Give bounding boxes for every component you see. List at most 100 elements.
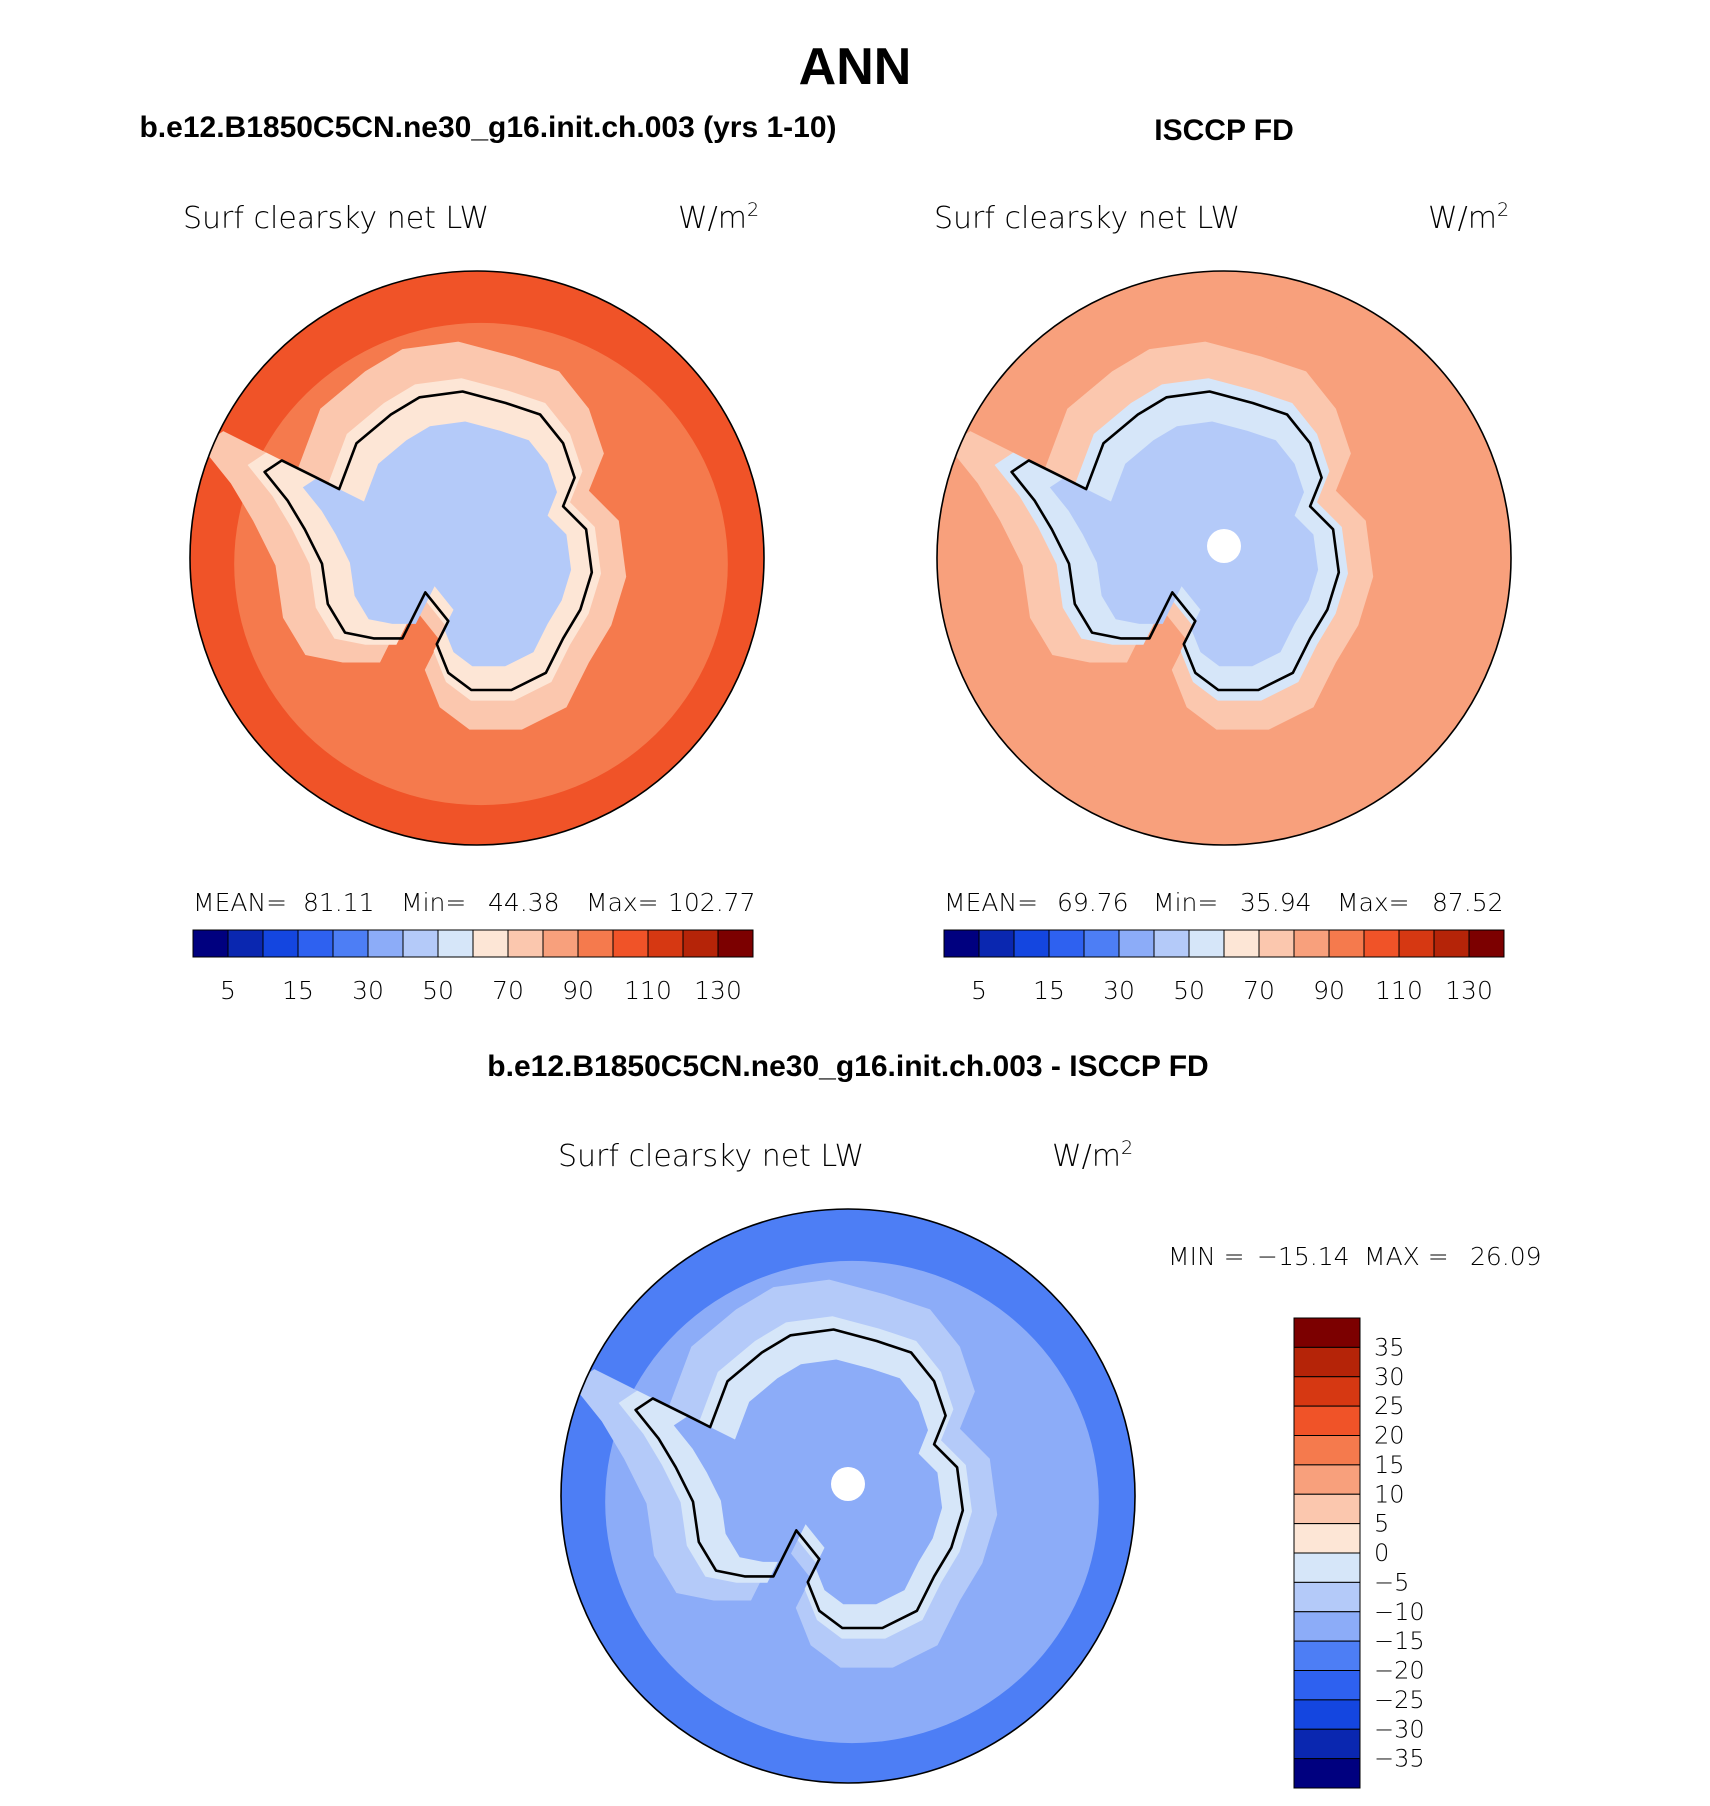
colorbar-swatch: [1083, 929, 1120, 958]
stats-min-value: 44.38: [488, 888, 560, 917]
colorbar-tick-label: −30: [1374, 1715, 1425, 1743]
colorbar-swatch: [227, 929, 264, 958]
colorbar-swatch: [1293, 1376, 1361, 1407]
colorbar-tick-label: 110: [1375, 976, 1423, 1005]
colorbar-tick-label: 90: [562, 976, 594, 1005]
colorbar-swatch: [612, 929, 649, 958]
colorbar-swatch: [1048, 929, 1085, 958]
stats-min-label: MIN =: [1168, 1242, 1245, 1271]
map-border: [189, 270, 765, 846]
stats-max-value: 102.77: [668, 888, 755, 917]
colorbar-tick-label: 30: [1374, 1363, 1405, 1391]
panel-title-model: b.e12.B1850C5CN.ne30_g16.init.ch.003 (yr…: [139, 111, 836, 144]
colorbar-swatch: [1293, 929, 1330, 958]
stats-max-label: Max=: [1337, 888, 1410, 917]
colorbar-swatch: [1293, 1493, 1361, 1525]
colorbar-swatch: [1293, 1758, 1361, 1789]
colorbar-tick-label: 50: [1173, 976, 1205, 1005]
colorbar-tick-label: 130: [694, 976, 742, 1005]
colorbar-swatch: [647, 929, 684, 958]
units-label-model: W/m2: [678, 199, 759, 236]
stats-model: MEAN= 81.11 Min= 44.38 Max= 102.77: [193, 888, 755, 917]
colorbar-tick-label: 5: [971, 976, 987, 1005]
colorbar-tick-label: 15: [1033, 976, 1065, 1005]
colorbar-tick-label: 5: [220, 976, 236, 1005]
units-label-obs: W/m2: [1428, 199, 1509, 236]
colorbar-tick-label: 15: [282, 976, 314, 1005]
colorbar-swatch: [577, 929, 614, 958]
stats-mean-label: MEAN=: [193, 888, 287, 917]
colorbar-swatch: [1293, 1435, 1361, 1466]
colorbar-tick-label: 130: [1445, 976, 1493, 1005]
colorbar-tick-label: 35: [1374, 1333, 1405, 1361]
coastline: [634, 1328, 965, 1630]
pole-mask: [1207, 529, 1241, 563]
main-title: ANN: [799, 38, 912, 96]
stats-max-value: 26.09: [1470, 1242, 1542, 1271]
colorbar-obs: 5 15 30 50 70 90 110 130: [943, 929, 1505, 1005]
panel-title-obs: ISCCP FD: [1154, 114, 1293, 147]
colorbar-swatch: [437, 929, 474, 958]
stats-mean-value: 81.11: [303, 888, 375, 917]
colorbar-tick-label: 70: [1243, 976, 1275, 1005]
colorbar-swatch: [1293, 1611, 1361, 1642]
colorbar-swatch: [507, 929, 544, 958]
colorbar-swatch: [1293, 1699, 1361, 1730]
colorbar-swatch: [1293, 1346, 1361, 1378]
coastline: [263, 390, 594, 692]
colorbar-swatch: [1293, 1523, 1361, 1554]
pole-mask: [831, 1467, 865, 1501]
coastline: [1010, 390, 1341, 692]
variable-label-obs: Surf clearsky net LW: [934, 201, 1240, 236]
colorbar-swatch: [682, 929, 719, 958]
colorbar-swatch: [262, 929, 299, 958]
colorbar-swatch: [1293, 1670, 1361, 1701]
colorbar-swatch: [1293, 1581, 1361, 1613]
colorbar-swatch: [1118, 929, 1155, 958]
polar-map-model: [189, 270, 765, 846]
colorbar-swatch: [332, 929, 369, 958]
colorbar-swatch: [1468, 929, 1505, 958]
colorbar-tick-label: −10: [1374, 1598, 1425, 1626]
colorbar-swatch: [297, 929, 334, 958]
colorbar-swatch: [1363, 929, 1400, 958]
colorbar-tick-label: 110: [624, 976, 672, 1005]
map-border: [560, 1208, 1136, 1784]
colorbar-tick-label: 5: [1374, 1510, 1389, 1538]
colorbar-tick-label: 30: [1103, 976, 1135, 1005]
field-interior: [673, 1359, 943, 1605]
colorbar-swatch: [1293, 1728, 1361, 1760]
colorbar-swatch: [717, 929, 754, 958]
colorbar-swatch: [1293, 1464, 1361, 1495]
stats-min-value: 35.94: [1240, 888, 1312, 917]
stats-max-label: MAX =: [1364, 1242, 1449, 1271]
map-border: [936, 270, 1512, 846]
colorbar-swatch: [1258, 929, 1295, 958]
polar-map-obs: [936, 270, 1512, 846]
field-interior: [302, 421, 572, 667]
stats-diff: MIN = −15.14 MAX = 26.09: [1168, 1242, 1542, 1271]
variable-label-model: Surf clearsky net LW: [183, 201, 489, 236]
stats-min-value: −15.14: [1257, 1242, 1350, 1271]
stats-mean-label: MEAN=: [944, 888, 1038, 917]
colorbar-swatch: [192, 929, 229, 958]
panel-title-diff: b.e12.B1850C5CN.ne30_g16.init.ch.003 - I…: [487, 1050, 1208, 1083]
colorbar-tick-label: 10: [1374, 1480, 1405, 1508]
colorbar-tick-label: −25: [1374, 1686, 1425, 1714]
colorbar-model: 5 15 30 50 70 90 110 130: [192, 929, 754, 1005]
colorbar-tick-label: 25: [1374, 1392, 1405, 1420]
stats-mean-value: 69.76: [1057, 888, 1129, 917]
colorbar-swatch: [367, 929, 404, 958]
colorbar-tick-label: 0: [1374, 1539, 1389, 1567]
colorbar-swatch: [943, 929, 980, 958]
colorbar-swatch: [1293, 1552, 1361, 1583]
colorbar-tick-label: 15: [1374, 1451, 1405, 1479]
colorbar-swatch: [1293, 1640, 1361, 1671]
colorbar-swatch: [1013, 929, 1050, 958]
colorbar-swatch: [472, 929, 509, 958]
polar-map-diff: [560, 1208, 1136, 1784]
colorbar-tick-label: 50: [422, 976, 454, 1005]
colorbar-swatch: [1153, 929, 1190, 958]
colorbar-tick-label: −5: [1374, 1568, 1409, 1596]
